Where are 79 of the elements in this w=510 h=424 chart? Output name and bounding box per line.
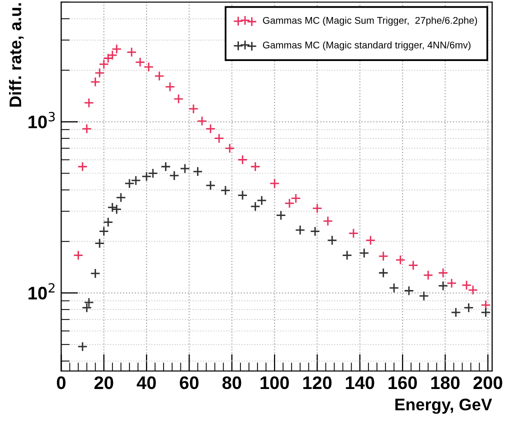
x-tick-label: 0 [56, 376, 66, 390]
x-tick-label: 160 [388, 376, 417, 390]
point [116, 192, 126, 203]
x-tick-label: 60 [180, 376, 199, 390]
point [224, 143, 235, 154]
point [388, 282, 400, 294]
point [327, 235, 338, 246]
point [103, 217, 114, 228]
point [365, 235, 376, 246]
point [250, 162, 260, 172]
legend-label: Gammas MC (Magic Sum Trigger, 27phe/6.2phe) [263, 16, 477, 26]
point [348, 228, 359, 238]
y-tick-label: 10$^{3}$ [28, 112, 55, 128]
point [438, 268, 448, 278]
x-tick-label: 40 [136, 376, 156, 390]
point [237, 154, 248, 165]
point [342, 250, 352, 260]
point [461, 280, 472, 290]
point [164, 82, 176, 92]
x-tick-label: 140 [346, 376, 374, 390]
point [214, 133, 224, 144]
point [395, 254, 406, 265]
point [450, 307, 461, 318]
x-tick-label: 180 [431, 376, 460, 390]
point [237, 190, 248, 200]
point [480, 307, 491, 318]
point [77, 342, 88, 352]
point [77, 162, 88, 172]
point [169, 170, 180, 181]
y-axis-title: Diff. rate, a.u. [9, 3, 24, 107]
point [269, 178, 280, 189]
point [154, 70, 164, 82]
point [160, 162, 171, 172]
point [90, 268, 100, 279]
point [98, 226, 109, 236]
point [295, 224, 306, 236]
point [418, 290, 429, 302]
point [73, 250, 84, 260]
x-tick-label: 100 [260, 376, 289, 390]
point [144, 62, 154, 72]
x-tick-label: 200 [473, 376, 502, 390]
point [438, 280, 448, 291]
point [276, 210, 286, 220]
point [480, 300, 491, 310]
x-tick-label: 20 [94, 376, 114, 390]
point [135, 57, 146, 68]
point [312, 203, 322, 214]
point [90, 76, 100, 87]
point [378, 268, 388, 278]
point [94, 68, 105, 78]
x-tick-label: 80 [222, 376, 242, 390]
point [84, 98, 94, 108]
x-tick-label: 120 [303, 376, 332, 390]
legend-label: Gammas MC (Magic standard trigger, 4NN/6mv) [263, 41, 470, 50]
point [359, 248, 370, 258]
point [404, 286, 414, 296]
point [82, 124, 92, 134]
point [192, 166, 203, 177]
point [423, 270, 434, 280]
point [126, 47, 137, 58]
point [310, 226, 320, 236]
point [112, 204, 122, 214]
point [378, 251, 388, 262]
x-axis-title: Energy, GeV [395, 398, 492, 414]
point [464, 302, 474, 313]
point [94, 238, 105, 248]
point [205, 124, 216, 134]
point [322, 216, 333, 226]
point [205, 180, 216, 190]
point [446, 278, 457, 288]
point [196, 116, 208, 126]
point [408, 260, 418, 270]
point [468, 284, 478, 296]
point [173, 94, 184, 104]
point [220, 185, 231, 196]
point [188, 104, 199, 114]
point [107, 202, 118, 212]
point [180, 163, 190, 174]
y-tick-label: 10$^{2}$ [28, 283, 54, 300]
